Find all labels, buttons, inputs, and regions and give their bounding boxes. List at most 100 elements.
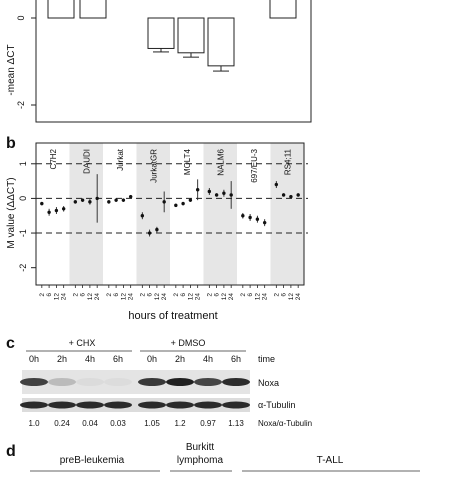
tubulin-band xyxy=(48,401,76,409)
panel-b-hour-label: 24 xyxy=(228,293,235,301)
panel-a: -mean ΔCT 0-2-4 xyxy=(0,0,474,196)
panel-b-hour-label: 24 xyxy=(195,293,202,301)
panel-b-hour-label: 24 xyxy=(61,293,68,301)
panel-c-ratio-value: 0.04 xyxy=(82,419,98,428)
tubulin-band xyxy=(76,401,104,409)
panel-b-hour-label: 12 xyxy=(53,293,60,301)
panel-b-point xyxy=(73,200,78,204)
panel-b-hour-label: 24 xyxy=(295,293,302,301)
panel-b-point xyxy=(241,214,245,218)
panel-b-chart: M value (ΔΔCT) hours of treatment 1 0 -1 -2… xyxy=(6,142,308,322)
cond-dmso-label: + DMSO xyxy=(171,338,206,348)
panel-b-point xyxy=(222,191,226,195)
panel-b-hour-label: 12 xyxy=(120,293,127,301)
panel-b-hour-label: 24 xyxy=(128,293,135,301)
panel-c-ratio-value: 1.0 xyxy=(28,419,40,428)
panel-c-time-label: 6h xyxy=(113,354,123,364)
panel-a-ylabel: -mean ΔCT xyxy=(6,44,17,95)
panel-b-hour-label: 6 xyxy=(46,293,53,297)
noxa-label: Noxa xyxy=(258,378,279,388)
panel-c-ratio-value: 1.05 xyxy=(144,419,160,428)
panel-c: + CHX + DMSO 0h 2h 4h 6h 0h 2h 4h 6h time Noxa … xyxy=(0,335,474,435)
panel-b-hour-label: 12 xyxy=(87,293,94,301)
panel-b-hour-label: 6 xyxy=(113,293,120,297)
panel-b-hour-label: 6 xyxy=(180,293,187,297)
panel-b-hour-label: 6 xyxy=(147,293,154,297)
panel-b-hour-label: 6 xyxy=(214,293,221,297)
panel-b-hour-label: 24 xyxy=(161,293,168,301)
panel-a-bar xyxy=(177,17,205,54)
noxa-band xyxy=(222,378,250,386)
panel-c-time-label: 0h xyxy=(29,354,39,364)
noxa-band xyxy=(104,378,132,386)
panel-a-ytick-label: 0 xyxy=(16,15,26,20)
noxa-band xyxy=(194,378,222,386)
panel-c-ratio-value: 1.13 xyxy=(228,419,244,428)
panel-b-hour-label: 12 xyxy=(254,293,261,301)
panel-c-ratio-value: 0.97 xyxy=(200,419,216,428)
panel-b-point xyxy=(95,196,99,201)
panel-b-point xyxy=(80,198,85,202)
panel-b-cell-line-label: JurkatGR xyxy=(149,149,158,183)
panel-b-cell-line-label: MOLT4 xyxy=(183,148,192,175)
panel-b-hour-label: 24 xyxy=(262,293,269,301)
ratio-label: Noxa/α-Tubulin xyxy=(258,419,312,428)
panel-d: preB-leukemia Burkitt lymphoma T-ALL xyxy=(0,440,474,474)
panel-b-letter: b xyxy=(6,135,16,152)
panel-d-letter: d xyxy=(6,443,16,460)
tubulin-band xyxy=(194,401,222,409)
panel-b-hour-label: 2 xyxy=(173,293,180,297)
panel-b-hour-label: 2 xyxy=(72,293,79,297)
panel-b-hour-label: 12 xyxy=(187,293,194,301)
panel-b-point xyxy=(296,193,300,197)
panel-b-hour-label: 6 xyxy=(281,293,288,297)
panel-b-ytick-label: -2 xyxy=(18,264,28,272)
panel-b-cell-line-label: NALM6 xyxy=(216,148,225,175)
tubulin-label: α-Tubulin xyxy=(258,400,295,410)
panel-b-point xyxy=(255,217,260,221)
panel-a-bar xyxy=(207,17,235,67)
panel-b-xlabel: hours of treatment xyxy=(128,310,217,322)
panel-c-ratio-value: 0.03 xyxy=(110,419,126,428)
panel-b-hour-label: 24 xyxy=(94,293,101,301)
panel-c-ratio-value: 0.24 xyxy=(54,419,70,428)
panel-b-point xyxy=(47,210,51,214)
panel-b: M value (ΔΔCT) hours of treatment 1 0 -1 -2… xyxy=(0,135,474,330)
panel-c-letter: c xyxy=(6,335,15,352)
panel-b-cell-line-label: DAUDI xyxy=(82,149,91,174)
panel-b-point xyxy=(214,193,219,197)
panel-b-cell-line-label: C7H2 xyxy=(49,148,58,169)
panel-a-bar xyxy=(79,0,107,19)
panel-c-time-label: 2h xyxy=(57,354,67,364)
panel-c-time-label: 2h xyxy=(175,354,185,364)
panel-c-blot: + CHX + DMSO 0h 2h 4h 6h 0h 2h 4h 6h time Noxa … xyxy=(20,338,312,428)
panel-b-hour-label: 2 xyxy=(39,293,46,297)
noxa-band xyxy=(76,378,104,386)
cond-chx-label: + CHX xyxy=(69,338,96,348)
panel-b-shade xyxy=(270,143,304,285)
noxa-band xyxy=(48,378,76,386)
panel-b-point xyxy=(107,200,111,204)
panel-b-hour-label: 12 xyxy=(154,293,161,301)
panel-b-hour-label: 2 xyxy=(273,293,280,297)
panel-b-point xyxy=(140,214,145,218)
tubulin-band xyxy=(166,401,194,409)
panel-b-cell-line-label: Jurkat xyxy=(116,148,125,171)
panel-b-hour-label: 2 xyxy=(106,293,113,297)
panel-c-time-label: 4h xyxy=(203,354,213,364)
panel-b-cell-line-label: 697/EU-3 xyxy=(250,148,259,182)
panel-b-hour-label: 6 xyxy=(80,293,87,297)
tubulin-band xyxy=(20,401,48,409)
panel-a-ytick-label: -2 xyxy=(16,101,26,109)
tubulin-band xyxy=(138,401,166,409)
panel-b-point xyxy=(274,182,279,187)
panel-b-point xyxy=(195,188,200,192)
tubulin-band xyxy=(222,401,250,409)
panel-b-hour-label: 2 xyxy=(139,293,146,297)
panel-b-point xyxy=(181,201,185,206)
panel-b-point xyxy=(155,227,159,232)
panel-b-point xyxy=(40,201,44,206)
panel-b-point xyxy=(88,200,92,204)
panel-b-point xyxy=(147,231,152,235)
panel-b-point xyxy=(114,198,118,202)
